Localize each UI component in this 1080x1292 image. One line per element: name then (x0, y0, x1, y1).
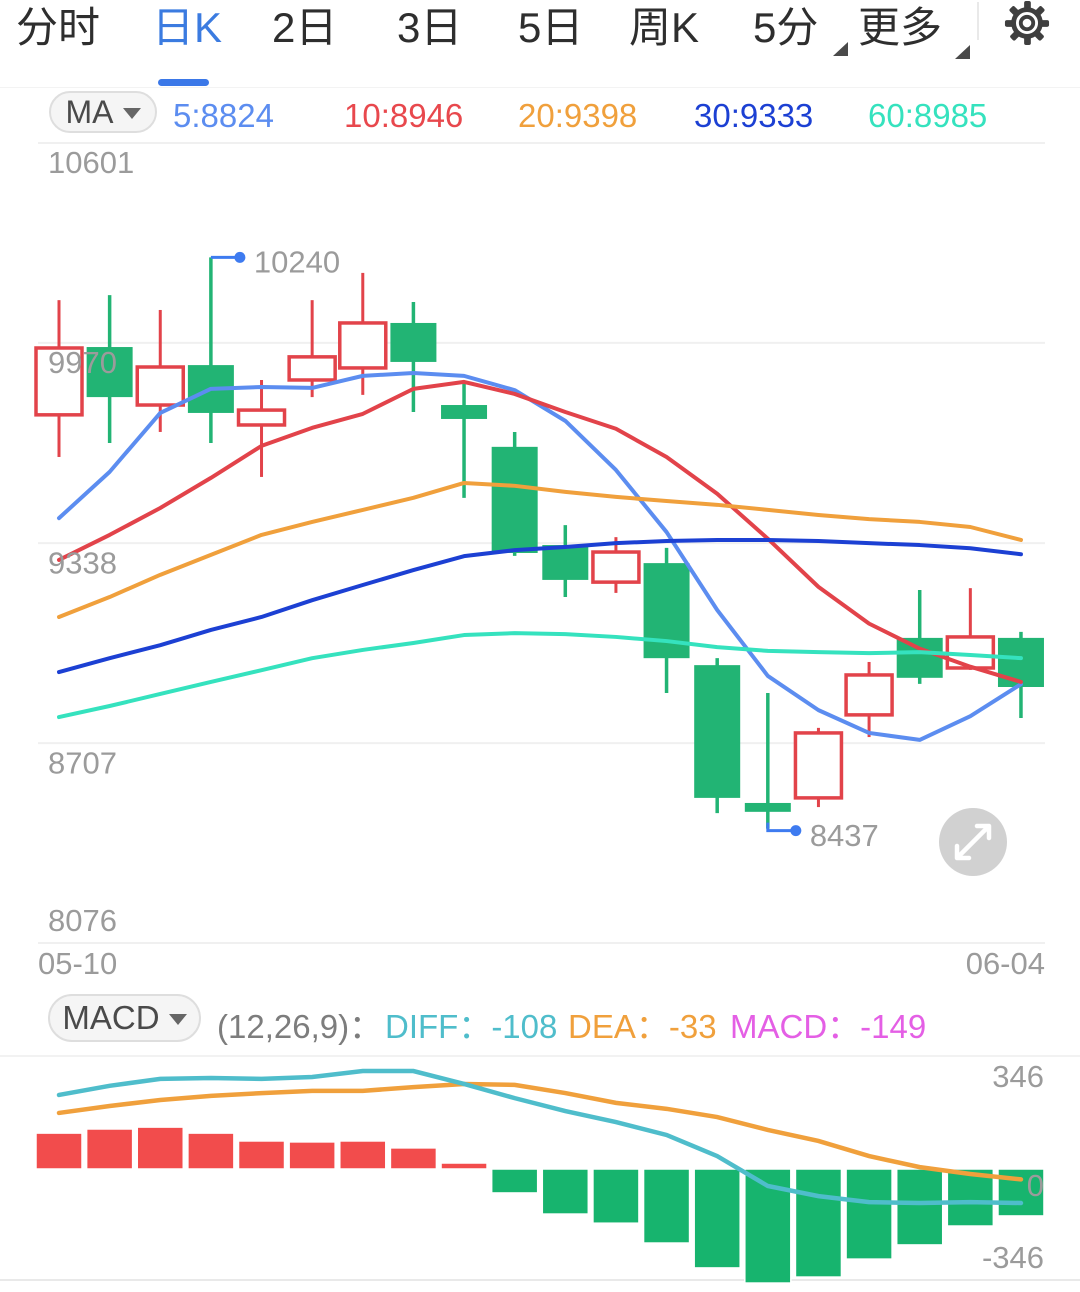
macd-bar-positive (288, 1141, 336, 1170)
period-tabbar: 分时 日K 2日 3日 5日 周K 5分 更多 (0, 0, 1080, 88)
ma5-value: 5:8824 (173, 97, 274, 134)
expand-arrows-icon (956, 825, 990, 859)
macd-params: (12,26,9)： (217, 1008, 383, 1045)
tab-5day[interactable]: 5日 (518, 4, 584, 51)
chevron-down-icon (168, 1014, 187, 1025)
expand-button[interactable] (939, 808, 1007, 876)
macd-bar-negative (895, 1168, 944, 1246)
header-divider (977, 2, 979, 40)
ma5-line (57, 371, 1023, 742)
macd-bar-negative (541, 1168, 590, 1215)
dea-line (56, 1081, 1024, 1182)
macd-bar-positive (389, 1147, 438, 1170)
macd-axis-label: -346 (982, 1240, 1044, 1275)
candle-up-15 (793, 731, 844, 800)
macd-bar-negative (490, 1168, 539, 1194)
macd-indicator-selector[interactable]: MACD (48, 994, 201, 1042)
candle-up-5 (287, 355, 337, 382)
candle-up-11 (591, 550, 641, 584)
candle-down-8 (441, 405, 488, 419)
candle-up-4 (236, 408, 287, 427)
dropdown-triangle-icon (833, 42, 848, 56)
low-marker-dot (790, 825, 802, 837)
candle-down-17 (896, 637, 943, 678)
tab-minute[interactable]: 分时 (16, 4, 101, 51)
ma-selector-label: MA (65, 93, 114, 130)
tab-more[interactable]: 更多 (858, 4, 943, 51)
candle-down-7 (390, 322, 437, 362)
macd-dea-value: DEA：-33 (568, 1008, 717, 1045)
ma60-value: 60:8985 (868, 97, 988, 134)
macd-selector-label: MACD (62, 999, 160, 1036)
candle-down-19 (997, 637, 1044, 687)
low-price-label: 8437 (810, 818, 879, 853)
candle-up-2 (135, 365, 186, 407)
candle-down-9 (491, 446, 538, 553)
macd-bar-negative (794, 1168, 843, 1278)
candle-down-13 (694, 665, 741, 798)
high-marker-dot (234, 251, 246, 263)
dropdown-triangle-icon (955, 45, 970, 59)
ma30-line (57, 537, 1023, 675)
active-tab-underline (158, 79, 209, 86)
chevron-down-icon (122, 108, 141, 119)
macd-bar-positive (85, 1128, 134, 1170)
macd-bar-positive (136, 1126, 185, 1170)
candle-up-0 (34, 346, 84, 417)
expand-arrow-ne (974, 823, 992, 841)
macd-bar-positive (440, 1162, 488, 1170)
candle-up-16 (844, 673, 894, 717)
candle-down-1 (86, 347, 133, 398)
ma10-line (57, 379, 1023, 684)
ma20-value: 20:9398 (518, 97, 638, 134)
tab-2day[interactable]: 2日 (272, 4, 338, 51)
tab-3day[interactable]: 3日 (397, 4, 463, 51)
macd-bar-negative (693, 1168, 741, 1269)
date-label-end: 06-04 (966, 946, 1045, 981)
macd-bar-positive (339, 1140, 387, 1170)
expand-arrow-sw (954, 843, 972, 861)
y-axis-label: 9970 (48, 345, 117, 380)
macd-macd-value: MACD：-149 (730, 1008, 927, 1045)
diff-line (56, 1068, 1024, 1206)
macd-bar-positive (237, 1140, 286, 1170)
tab-5min[interactable]: 5分 (753, 4, 819, 51)
macd-bar-positive (187, 1132, 235, 1170)
macd-bar-positive (35, 1132, 83, 1170)
y-axis-label: 8707 (48, 745, 117, 780)
macd-bar-negative (845, 1168, 893, 1260)
tab-daily-k[interactable]: 日K (152, 4, 223, 51)
ma10-value: 10:8946 (344, 97, 464, 134)
tab-weekly-k[interactable]: 周K (629, 4, 700, 51)
macd-axis-label: 0 (1027, 1168, 1044, 1203)
settings-gear-icon[interactable] (1003, 0, 1051, 46)
macd-axis-label: 346 (992, 1059, 1044, 1094)
candle-down-10 (542, 545, 589, 580)
y-axis-label: 9338 (48, 545, 117, 580)
y-axis-label: 8076 (48, 903, 117, 938)
ma20-line (57, 480, 1023, 619)
low-marker-line (766, 822, 796, 833)
candle-down-14 (744, 802, 791, 812)
candle-up-6 (338, 321, 388, 370)
y-axis-label: 10601 (48, 145, 134, 180)
high-price-label: 10240 (254, 245, 340, 280)
macd-diff-value: DIFF：-108 (385, 1008, 558, 1045)
macd-bar-negative (642, 1168, 691, 1244)
ma60-line (57, 631, 1023, 720)
date-label-start: 05-10 (38, 946, 117, 981)
macd-bar-negative (946, 1168, 995, 1227)
ma30-value: 30:9333 (694, 97, 814, 134)
ma-indicator-selector[interactable]: MA (49, 91, 157, 133)
macd-bar-negative (592, 1168, 640, 1224)
